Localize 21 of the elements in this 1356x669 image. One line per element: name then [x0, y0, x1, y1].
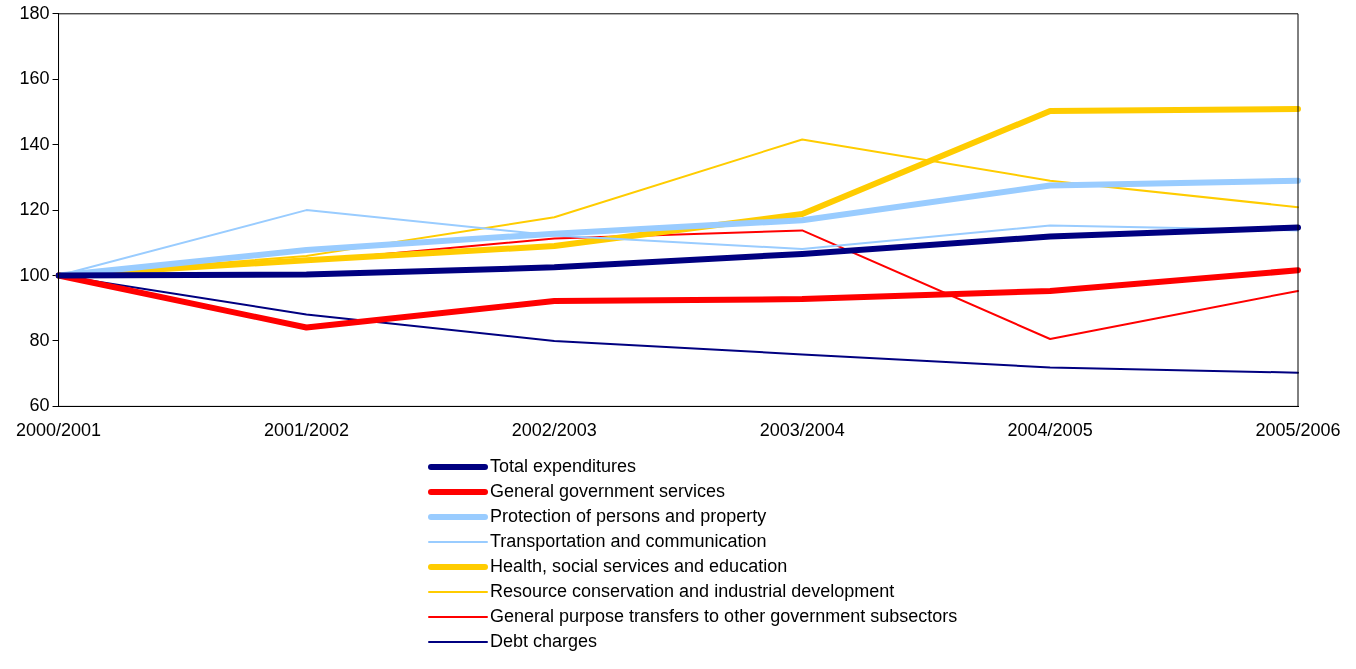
legend-label: Debt charges: [490, 630, 598, 653]
legend-label: General government services: [490, 480, 726, 503]
x-tick-label: 2001/2002: [263, 420, 349, 441]
legend-label: Total expenditures: [490, 455, 637, 478]
y-tick-label: 120: [19, 199, 50, 220]
legend-label: Health, social services and education: [490, 555, 788, 578]
legend-label: Resource conservation and industrial development: [490, 580, 895, 603]
y-tick-label: 180: [19, 2, 50, 23]
x-tick-label: 2004/2005: [1007, 420, 1093, 441]
y-tick-label: 160: [19, 68, 50, 89]
y-tick-label: 140: [19, 133, 50, 154]
x-tick-label: 2003/2004: [759, 420, 845, 441]
x-tick-label: 2002/2003: [511, 420, 597, 441]
legend-label: Protection of persons and property: [490, 505, 767, 528]
legend-label: Transportation and communication: [490, 530, 767, 553]
x-tick-label: 2005/2006: [1255, 420, 1341, 441]
y-tick-label: 100: [19, 264, 50, 285]
x-tick-label: 2000/2001: [16, 420, 102, 441]
y-tick-label: 80: [29, 329, 50, 350]
y-tick-label: 60: [29, 395, 50, 416]
legend-label: General purpose transfers to other government subsectors: [490, 605, 958, 628]
